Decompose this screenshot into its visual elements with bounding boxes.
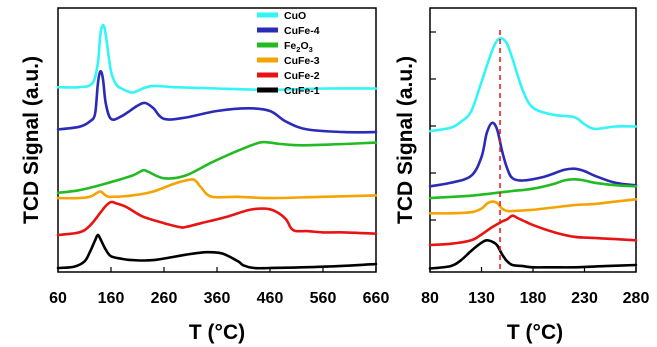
right-series-line-fe2o3 xyxy=(428,178,638,200)
legend-label: CuFe-2 xyxy=(284,70,320,82)
legend-label: CuFe-3 xyxy=(284,55,320,67)
left-x-tick-label: 460 xyxy=(257,290,284,307)
left-series-lines xyxy=(56,23,378,270)
right-y-axis-label: TCD Signal (a.u.) xyxy=(394,56,417,224)
right-x-tick-label: 80 xyxy=(421,290,439,307)
left-x-tick-label: 160 xyxy=(98,290,125,307)
left-series-line-cuo xyxy=(56,23,378,94)
left-x-tick-label: 260 xyxy=(151,290,178,307)
left-x-axis-label: T (°C) xyxy=(189,321,245,344)
left-series-line-cufe-2 xyxy=(56,200,378,237)
legend-label: CuFe-1 xyxy=(284,85,320,97)
right-chart-panel: 80 130 180 230 280 TCD Signal (a.u.) T (°C) xyxy=(394,7,649,344)
right-series-line-cufe-1 xyxy=(428,238,638,270)
right-x-tick-label: 280 xyxy=(623,290,650,307)
left-series-line-fe2o3 xyxy=(56,140,378,195)
left-x-ticks: 60 160 260 360 460 560 660 xyxy=(49,267,389,307)
right-x-tick-label: 230 xyxy=(571,290,598,307)
right-x-axis-label: T (°C) xyxy=(507,321,563,344)
legend-label: CuO xyxy=(284,10,306,22)
right-y-ticks xyxy=(430,31,436,221)
right-series-lines xyxy=(428,37,638,270)
right-x-tick-label: 180 xyxy=(520,290,547,307)
legend-label: CuFe-4 xyxy=(284,25,320,37)
right-plot-frame xyxy=(429,7,637,273)
left-series-line-cufe-4 xyxy=(56,69,378,134)
right-series-line-cufe-4 xyxy=(428,121,638,188)
legend-label: Fe2O3 xyxy=(284,40,313,54)
left-x-tick-label: 660 xyxy=(363,290,390,307)
left-x-tick-label: 60 xyxy=(49,290,67,307)
right-series-line-cufe-3 xyxy=(428,198,638,215)
left-series-line-cufe-1 xyxy=(56,233,378,270)
left-y-axis-label: TCD Signal (a.u.) xyxy=(20,56,43,224)
right-x-tick-label: 130 xyxy=(468,290,495,307)
left-x-tick-label: 360 xyxy=(204,290,231,307)
left-series-line-cufe-3 xyxy=(56,178,378,200)
left-x-tick-label: 560 xyxy=(310,290,337,307)
right-series-line-cuo xyxy=(428,37,638,133)
right-series-line-cufe-2 xyxy=(428,214,638,247)
left-chart-panel: 60 160 260 360 460 560 660 CuOCuFe-4Fe2O3CuFe-… xyxy=(20,7,389,344)
right-x-ticks: 80 130 180 230 280 xyxy=(421,267,649,307)
